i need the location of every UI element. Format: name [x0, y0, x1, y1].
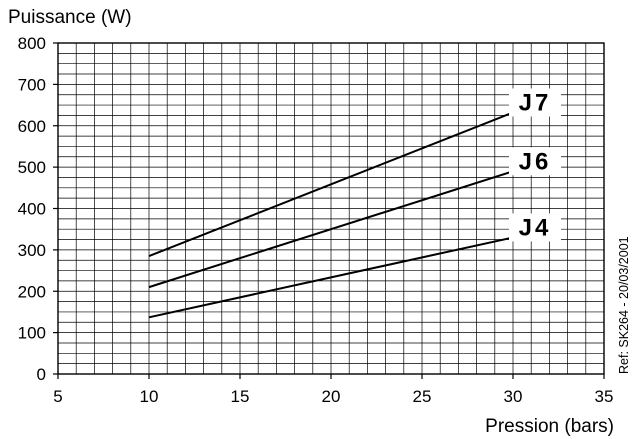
x-tick-label: 35 [595, 387, 614, 406]
x-tick-labels: 5 10 15 20 25 30 35 [53, 387, 613, 406]
y-tick-label: 800 [18, 34, 46, 53]
x-tick-label: 10 [140, 387, 159, 406]
x-tick-label: 30 [504, 387, 523, 406]
series-label-bg [509, 88, 561, 117]
series-lines [148, 111, 514, 319]
x-tick-label: 15 [231, 387, 250, 406]
y-axis-title: Puissance (W) [8, 7, 132, 28]
x-axis-title: Pression (bars) [485, 416, 614, 437]
reference-note: Ref: SK264 - 20/03/2001 [617, 236, 631, 374]
series-line-j7 [148, 111, 514, 258]
series-label-bg [509, 213, 561, 242]
axes [53, 42, 605, 379]
series-label-bg [509, 147, 561, 176]
grid [58, 43, 604, 374]
series-line-j6 [148, 170, 514, 289]
y-tick-label: 0 [37, 365, 46, 384]
y-tick-labels: 0 100 200 300 400 500 600 700 800 [18, 34, 46, 384]
y-tick-label: 100 [18, 324, 46, 343]
y-tick-label: 200 [18, 282, 46, 301]
y-tick-label: 700 [18, 75, 46, 94]
x-tick-label: 20 [322, 387, 341, 406]
series-label-j4: J4 [519, 214, 552, 241]
y-tick-label: 300 [18, 241, 46, 260]
series-label-j6: J6 [519, 148, 552, 175]
y-tick-label: 500 [18, 158, 46, 177]
y-tick-label: 400 [18, 200, 46, 219]
series-labels: J7 J6 J4 [509, 88, 561, 242]
series-line-j4 [148, 236, 514, 319]
y-tick-label: 600 [18, 117, 46, 136]
x-tick-label: 5 [53, 387, 62, 406]
series-label-j7: J7 [519, 90, 552, 117]
x-tick-label: 25 [413, 387, 432, 406]
